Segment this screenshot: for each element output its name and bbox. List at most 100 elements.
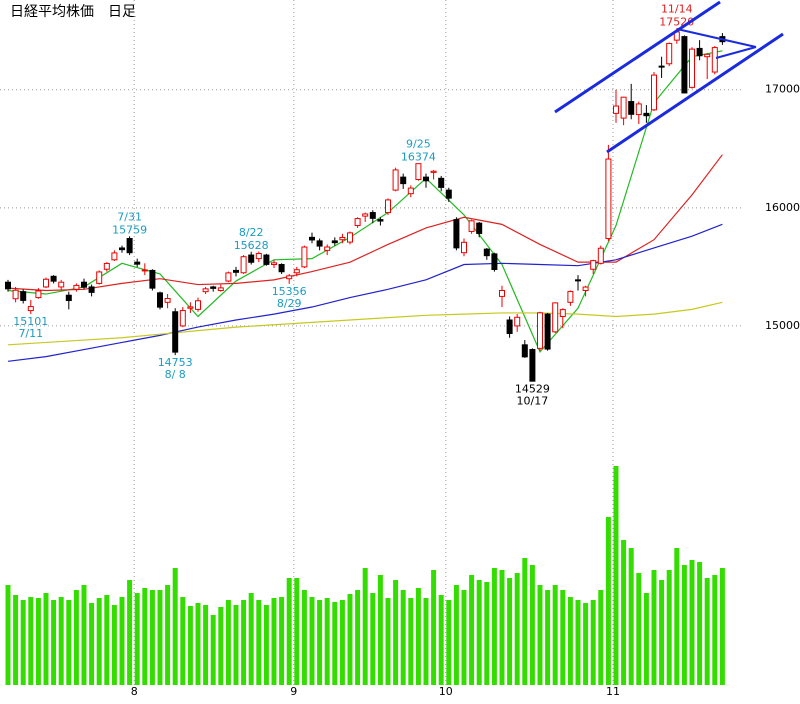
candle-body — [195, 300, 201, 310]
candle-body — [111, 252, 118, 261]
volume-bar — [20, 600, 26, 685]
volume-bar — [415, 588, 421, 685]
volume-bar — [659, 580, 665, 685]
candle-body — [544, 313, 551, 350]
candle-body — [483, 248, 490, 257]
volume-bar — [248, 593, 254, 685]
volume-bar — [514, 573, 520, 685]
volume-bar — [499, 570, 505, 685]
candle-body — [149, 269, 156, 289]
volume-bar — [552, 585, 558, 685]
candle-body — [240, 256, 247, 274]
volume-bar — [225, 600, 231, 685]
volume-bar — [58, 597, 64, 685]
candle-body — [316, 240, 323, 247]
candle-body — [643, 112, 650, 117]
candle-body — [301, 246, 308, 268]
triangle-upper — [676, 28, 757, 48]
candle-body — [20, 291, 27, 301]
volume-bar — [598, 590, 604, 685]
volume-bar — [301, 590, 307, 685]
candle-body — [50, 275, 57, 282]
candle-body — [255, 253, 262, 260]
volume-bar — [408, 598, 414, 685]
volume-bar — [393, 580, 399, 685]
candle-body — [331, 240, 338, 244]
candle-body — [278, 264, 285, 273]
triangle-lower — [715, 46, 757, 59]
volume-bar — [446, 600, 452, 685]
annotation-date: 7/31 — [117, 210, 142, 223]
volume-bar — [438, 595, 444, 685]
volume-bar — [704, 578, 710, 685]
candle-body — [12, 289, 19, 300]
volume-bar — [119, 597, 125, 685]
volume-bar — [453, 585, 459, 685]
annotation-value: 16374 — [401, 151, 436, 164]
annotation-value: 15101 — [13, 315, 48, 328]
candle-body — [324, 246, 331, 251]
volume-bar — [339, 600, 345, 685]
volume-bar — [43, 593, 49, 685]
candle-body — [407, 187, 414, 195]
volume-bar — [377, 575, 383, 685]
candle-body — [711, 47, 718, 73]
volume-bar — [431, 570, 437, 685]
candle-body — [58, 281, 65, 288]
volume-bar — [400, 590, 406, 685]
volume-bar — [13, 595, 19, 685]
annotation-date: 7/11 — [18, 327, 43, 340]
candle-body — [119, 247, 125, 251]
volume-bar — [681, 565, 687, 685]
annotation-date: 11/14 — [661, 2, 693, 15]
candle-body — [582, 286, 589, 291]
volume-bar — [423, 598, 429, 685]
annotation-date: 8/ 8 — [165, 368, 186, 381]
candle-body — [164, 298, 171, 303]
volume-bar — [461, 590, 467, 685]
candle-body — [438, 177, 445, 188]
candle-body — [392, 169, 399, 191]
candle-body — [651, 74, 657, 111]
annotation-value: 14529 — [515, 383, 550, 396]
volume-bar — [309, 597, 315, 685]
candle-body — [590, 260, 597, 270]
candle-body — [491, 253, 498, 270]
candle-body — [666, 42, 673, 65]
candle-body — [385, 199, 391, 214]
candle-body — [271, 262, 277, 266]
annotation-date: 8/29 — [277, 297, 302, 310]
candle-body — [73, 284, 80, 290]
volume-bar — [469, 575, 475, 685]
chart-title: 日経平均株価 日足 — [10, 4, 136, 20]
candle-body — [309, 236, 315, 241]
volume-bar — [590, 600, 596, 685]
annotation-value: 15759 — [112, 223, 147, 236]
volume-bar — [666, 570, 672, 685]
candle-body — [5, 281, 11, 290]
volume-bar — [203, 605, 209, 685]
annotation-value: 15356 — [272, 285, 307, 298]
candle-body — [179, 310, 186, 327]
candle-body — [35, 290, 42, 299]
volume-bar — [111, 605, 117, 685]
candle-body — [613, 105, 619, 114]
candle-body — [339, 236, 346, 241]
volume-bar — [484, 582, 490, 685]
candle-body — [689, 48, 695, 88]
volume-bar — [96, 598, 102, 685]
candle-body — [362, 213, 369, 217]
volume-bar — [697, 562, 703, 685]
volume-bar — [651, 570, 657, 685]
volume-bar — [218, 607, 224, 685]
moving-average — [7, 154, 723, 292]
volume-bar — [324, 598, 330, 685]
y-tick-label: 16000 — [765, 201, 800, 214]
annotation-date: 10/17 — [517, 395, 549, 408]
volume-bar — [317, 600, 323, 685]
annotation-value: 14753 — [158, 356, 193, 369]
volume-bar — [491, 568, 497, 685]
volume-bar — [104, 595, 110, 685]
candle-body — [400, 176, 407, 185]
volume-bar — [241, 600, 247, 685]
